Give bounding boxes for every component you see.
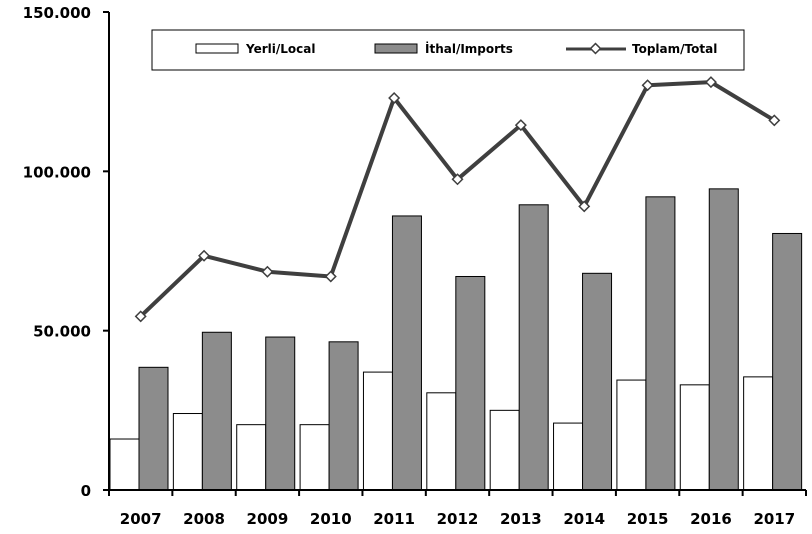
legend-box <box>151 29 745 71</box>
x-tick-label-2010: 2010 <box>310 510 352 528</box>
total-point-2013 <box>514 119 527 132</box>
x-tick-label-2011: 2011 <box>373 510 415 528</box>
bar-imports-2008 <box>201 331 232 491</box>
legend-marker-total <box>589 42 602 55</box>
x-tick-label-2013: 2013 <box>500 510 542 528</box>
y-tick-label: 100.000 <box>23 163 91 181</box>
total-point-2008 <box>198 249 211 262</box>
total-point-2012 <box>451 173 464 186</box>
bar-imports-2007 <box>138 366 169 491</box>
x-tick-label-2007: 2007 <box>120 510 162 528</box>
bar-local-2015 <box>616 379 647 491</box>
x-tick-label-2009: 2009 <box>247 510 289 528</box>
total-point-2011 <box>388 92 401 105</box>
legend-swatch-local <box>195 43 239 54</box>
bar-imports-2016 <box>708 188 739 491</box>
legend: Yerli/Local İthal/Imports Toplam/Total <box>151 29 745 71</box>
bar-imports-2014 <box>582 272 613 491</box>
total-line-layer <box>134 76 781 323</box>
legend-label-imports: İthal/Imports <box>425 41 513 56</box>
bar-local-2011 <box>362 371 393 491</box>
bar-imports-2012 <box>455 275 486 491</box>
legend-swatch-imports <box>374 43 418 54</box>
total-point-2007 <box>134 310 147 323</box>
x-tick-label-2014: 2014 <box>563 510 605 528</box>
bar-local-2007 <box>109 438 140 491</box>
bar-local-2017 <box>743 376 774 491</box>
y-tick-label: 0 <box>81 482 91 500</box>
bar-imports-2013 <box>518 204 549 491</box>
bar-local-2014 <box>553 422 584 491</box>
total-point-2015 <box>641 79 654 92</box>
bar-imports-2010 <box>328 341 359 491</box>
x-tick-label-2012: 2012 <box>437 510 479 528</box>
total-point-2009 <box>261 265 274 278</box>
bar-local-2013 <box>489 409 520 491</box>
bar-local-2009 <box>236 424 267 491</box>
bar-imports-2011 <box>391 215 422 491</box>
bar-imports-2015 <box>645 196 676 491</box>
bars-layer <box>109 188 803 491</box>
legend-label-local: Yerli/Local <box>245 42 315 56</box>
x-tick-label-2015: 2015 <box>627 510 669 528</box>
total-point-2010 <box>324 270 337 283</box>
bar-local-2016 <box>679 384 710 491</box>
bar-imports-2009 <box>265 336 296 491</box>
axes-layer: 0 50.000 100.000 150.000 2007 2008 2009 2010 201… <box>23 4 807 528</box>
legend-label-total: Toplam/Total <box>632 42 717 56</box>
bar-local-2008 <box>172 413 203 491</box>
x-tick-label-2017: 2017 <box>753 510 795 528</box>
bar-local-2012 <box>426 392 457 491</box>
y-tick-label: 150.000 <box>23 4 91 22</box>
total-point-2017 <box>768 114 781 127</box>
y-tick-label: 50.000 <box>33 323 91 341</box>
total-point-2016 <box>704 76 717 89</box>
bar-imports-2017 <box>772 232 803 491</box>
total-point-2014 <box>578 200 591 213</box>
bar-local-2010 <box>299 424 330 491</box>
x-tick-label-2008: 2008 <box>183 510 225 528</box>
x-tick-label-2016: 2016 <box>690 510 732 528</box>
